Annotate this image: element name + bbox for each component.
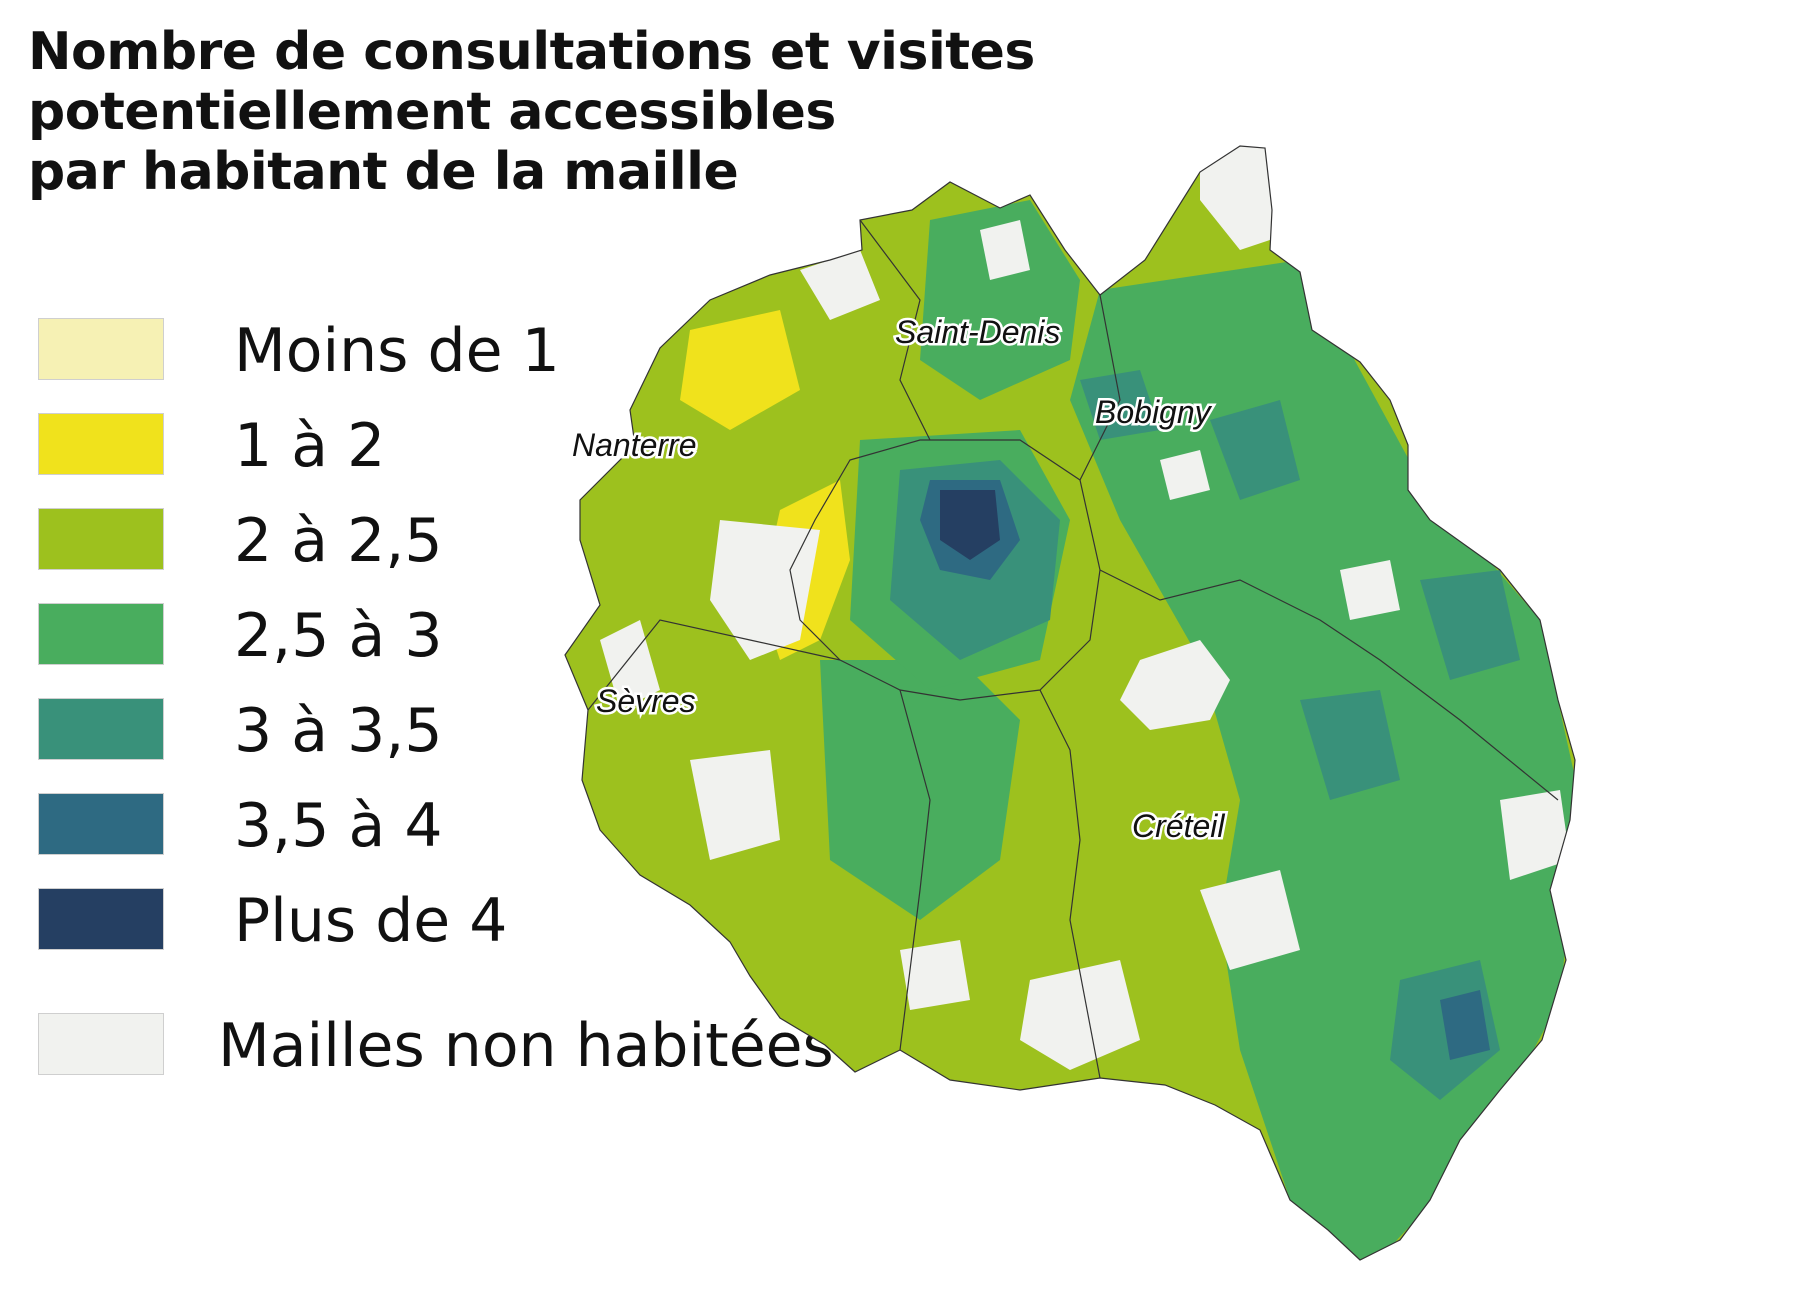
legend-item-moins-de-1: Moins de 1 [38,318,918,384]
title-line-2: potentiellement accessibles [28,82,836,142]
legend-item-3-5-a-4: 3,5 à 4 [38,793,918,859]
legend-item-plus-de-4: Plus de 4 [38,888,918,954]
title-line-1: Nombre de consultations et visites [28,22,1035,82]
department-boundary [1099,569,1559,801]
legend-swatch [38,1013,164,1075]
region-outline [564,145,1576,1261]
legend-item-2-5-a-3: 2,5 à 3 [38,603,918,669]
legend-item-1-a-2: 1 à 2 [38,413,918,479]
legend-item-mailles-non-habitees: Mailles non habitées [38,1013,918,1079]
legend-swatch [38,508,164,570]
department-boundary [1079,294,1121,481]
city-label-sevres: Sèvres [596,683,696,719]
legend-label: 2,5 à 3 [234,601,443,671]
legend-label: 2 à 2,5 [234,506,443,576]
legend-swatch [38,698,164,760]
department-boundary [859,219,931,441]
title-line-3: par habitant de la maille [28,142,739,202]
city-label-nanterre: Nanterre [572,427,697,463]
department-boundary [587,619,841,711]
department-boundary [899,689,931,1051]
map-fill [565,146,1575,1260]
city-label-creteil: Créteil [1132,808,1225,844]
legend-label: Mailles non habitées [218,1011,834,1081]
legend-label: 3 à 3,5 [234,696,443,766]
legend-label: Plus de 4 [234,886,508,956]
legend-swatch [38,888,164,950]
legend-swatch [38,318,164,380]
map-title: Nombre de consultations et visites poten… [28,22,1178,202]
legend-label: 1 à 2 [234,411,386,481]
legend-label: Moins de 1 [234,316,560,386]
legend-label: 3,5 à 4 [234,791,443,861]
legend-item-3-a-3-5: 3 à 3,5 [38,698,918,764]
legend-item-2-a-2-5: 2 à 2,5 [38,508,918,574]
city-label-saint-denis: Saint-Denis [895,314,1060,350]
legend-swatch [38,793,164,855]
department-boundary [1039,689,1101,1079]
map-svg: Saint-Denis Bobigny Nanterre Sèvres Crét… [564,145,1576,1261]
legend-swatch [38,603,164,665]
paris-boundary [789,439,1101,701]
choropleth-map: Saint-Denis Bobigny Nanterre Sèvres Crét… [560,30,1800,1315]
city-label-bobigny: Bobigny [1095,394,1213,430]
legend-swatch [38,413,164,475]
